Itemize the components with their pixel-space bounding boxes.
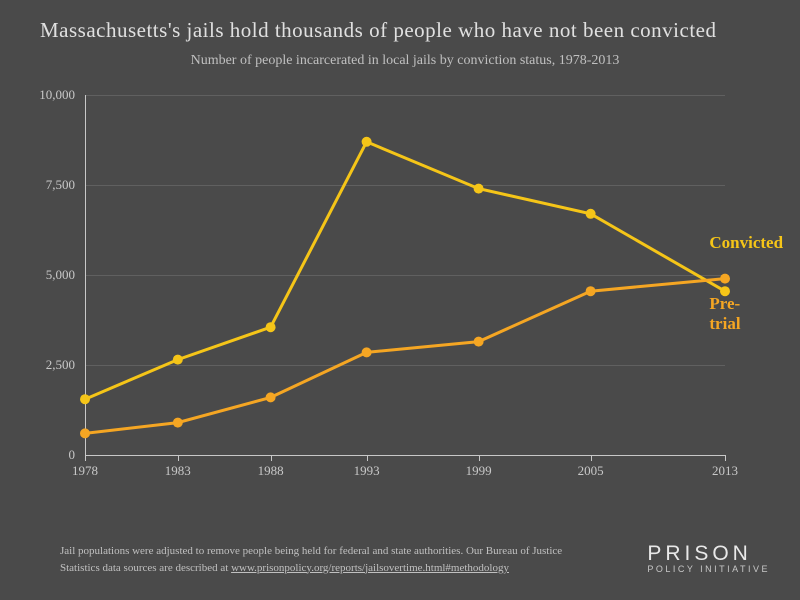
series-label: Convicted (709, 233, 783, 253)
series-marker (80, 428, 90, 438)
y-tick-label: 5,000 (46, 267, 75, 283)
y-tick-label: 7,500 (46, 177, 75, 193)
series-marker (173, 418, 183, 428)
y-tick-label: 0 (69, 447, 76, 463)
series-marker (474, 337, 484, 347)
series-marker (80, 394, 90, 404)
x-tick (367, 455, 368, 461)
series-marker (266, 322, 276, 332)
x-tick-label: 2013 (712, 463, 738, 479)
x-tick (591, 455, 592, 461)
chart-svg (85, 95, 725, 455)
series-marker (362, 137, 372, 147)
y-tick-label: 10,000 (39, 87, 75, 103)
x-tick-label: 2005 (578, 463, 604, 479)
x-tick-label: 1993 (354, 463, 380, 479)
x-tick-label: 1983 (165, 463, 191, 479)
x-axis (85, 455, 725, 456)
series-marker (266, 392, 276, 402)
series-marker (173, 355, 183, 365)
series-marker (720, 274, 730, 284)
x-tick (85, 455, 86, 461)
x-tick (178, 455, 179, 461)
series-marker (362, 347, 372, 357)
x-tick (271, 455, 272, 461)
page-subtitle: Number of people incarcerated in local j… (40, 53, 770, 69)
series-label: Pre-trial (709, 294, 740, 334)
footnote: Jail populations were adjusted to remove… (60, 543, 600, 576)
x-tick-label: 1988 (258, 463, 284, 479)
x-tick-label: 1999 (466, 463, 492, 479)
y-tick-label: 2,500 (46, 357, 75, 373)
series-marker (586, 209, 596, 219)
series-marker (474, 184, 484, 194)
chart-area: 02,5005,0007,50010,000197819831988199319… (85, 95, 725, 455)
x-tick (479, 455, 480, 461)
series-marker (586, 286, 596, 296)
x-tick-label: 1978 (72, 463, 98, 479)
x-tick (725, 455, 726, 461)
logo-top: PRISON (647, 544, 770, 564)
footnote-link[interactable]: www.prisonpolicy.org/reports/jailsoverti… (231, 562, 509, 574)
logo-bottom: POLICY INITIATIVE (647, 565, 770, 574)
logo: PRISON POLICY INITIATIVE (647, 544, 770, 574)
page-title: Massachusetts's jails hold thousands of … (40, 18, 770, 43)
